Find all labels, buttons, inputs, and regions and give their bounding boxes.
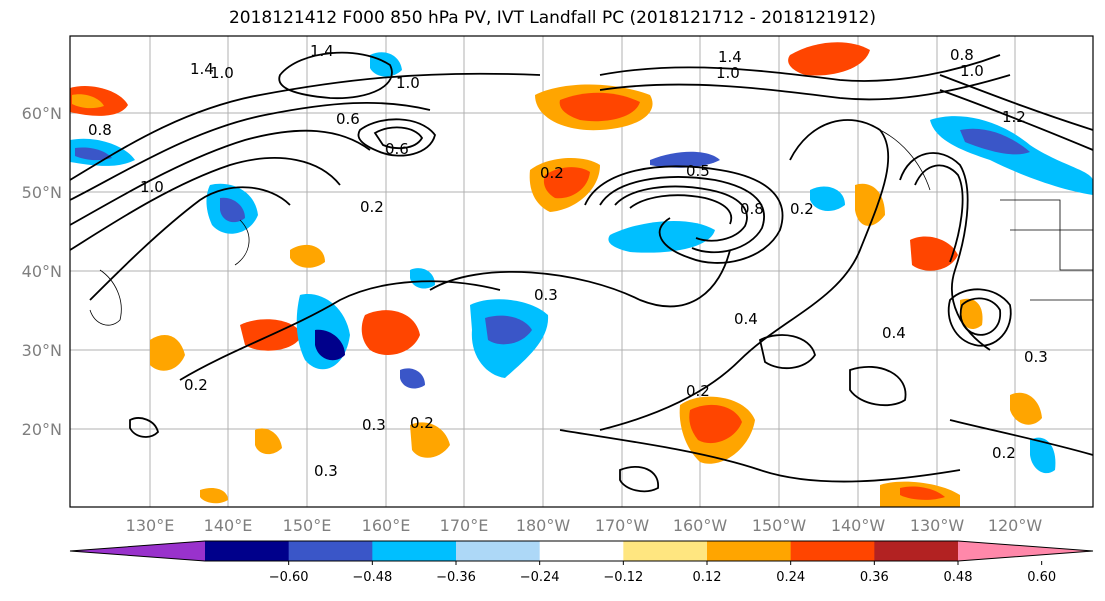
lon-label: 140°E <box>204 516 253 535</box>
contour-label: 1.4 <box>718 48 742 66</box>
colorbar: −0.60 −0.48 −0.36 −0.24 −0.12 0.12 0.24 0.36 0.4… <box>69 540 1094 585</box>
contour-label: 1.0 <box>210 64 234 82</box>
colorbar-tick-label: −0.24 <box>520 570 560 585</box>
contour-label: 1.4 <box>190 60 214 78</box>
colorbar-segment <box>456 541 541 561</box>
colorbar-extend-max <box>958 541 1093 561</box>
latitude-labels: 60°N 50°N 40°N 30°N 20°N <box>22 104 62 439</box>
contour-label: 0.8 <box>88 121 112 139</box>
lon-label: 130°E <box>126 516 175 535</box>
contour-label: 0.3 <box>314 462 338 480</box>
colorbar-tick-label: 0.24 <box>776 570 805 585</box>
contour-label: 0.2 <box>360 198 384 216</box>
contour-label: 1.0 <box>960 62 984 80</box>
colorbar-tick-label: 0.60 <box>1027 570 1056 585</box>
lat-label: 50°N <box>22 183 62 202</box>
lon-label: 150°E <box>283 516 332 535</box>
contour-label: 0.3 <box>1024 348 1048 366</box>
contour-label: 0.4 <box>882 324 906 342</box>
contour-label: 0.2 <box>686 382 710 400</box>
colorbar-segment <box>707 541 792 561</box>
coastlines <box>89 129 1093 326</box>
colorbar-segment <box>372 541 457 561</box>
contour-label: 0.8 <box>950 46 974 64</box>
lon-label: 180°W <box>516 516 571 535</box>
contour-label: 0.2 <box>410 414 434 432</box>
colorbar-segment <box>623 541 708 561</box>
contour-label: 1.2 <box>1002 108 1026 126</box>
colorbar-segment <box>205 541 290 561</box>
colorbar-outline <box>69 540 1094 562</box>
colorbar-segment <box>790 541 875 561</box>
contour-label: 1.4 <box>310 42 334 60</box>
contour-label: 0.6 <box>385 140 409 158</box>
contour-label: 0.3 <box>362 416 386 434</box>
colorbar-segment <box>288 541 373 561</box>
colorbar-tick-label: −0.12 <box>603 570 643 585</box>
contour-labels: 1.4 1.4 1.0 1.0 0.6 0.6 0.8 1.0 0.2 0.2 … <box>88 42 1048 480</box>
colorbar-tick-label: −0.48 <box>352 570 392 585</box>
colorbar-tick-label: 0.12 <box>693 570 722 585</box>
contour-label: 0.3 <box>534 286 558 304</box>
lon-label: 160°E <box>362 516 411 535</box>
lon-label: 170°E <box>440 516 489 535</box>
colorbar-tick-label: 0.36 <box>860 570 889 585</box>
colorbar-tick-label: −0.36 <box>436 570 476 585</box>
colorbar-tick-label: −0.60 <box>269 570 309 585</box>
contour-label: 0.2 <box>540 164 564 182</box>
colorbar-segment <box>539 541 624 561</box>
contour-label: 1.0 <box>716 64 740 82</box>
lat-label: 60°N <box>22 104 62 123</box>
lat-label: 30°N <box>22 341 62 360</box>
lon-label: 150°W <box>752 516 807 535</box>
lon-label: 140°W <box>831 516 886 535</box>
lon-label: 160°W <box>673 516 728 535</box>
contour-label: 0.2 <box>184 376 208 394</box>
map-area: 1.4 1.4 1.0 1.0 0.6 0.6 0.8 1.0 0.2 0.2 … <box>69 35 1094 508</box>
contour-label: 1.0 <box>140 178 164 196</box>
contour-label: 0.2 <box>790 200 814 218</box>
lon-label: 170°W <box>595 516 650 535</box>
contour-label: 0.2 <box>992 444 1016 462</box>
longitude-labels: 130°E 140°E 150°E 160°E 170°E 180°W 170°… <box>126 516 1043 535</box>
lat-label: 20°N <box>22 420 62 439</box>
contour-label: 0.5 <box>686 162 710 180</box>
contour-lines <box>69 51 1094 493</box>
contour-label: 1.0 <box>396 74 420 92</box>
map-title: 2018121412 F000 850 hPa PV, IVT Landfall… <box>228 8 876 28</box>
colorbar-extend-min <box>70 541 205 561</box>
colorbar-tick-label: 0.48 <box>944 570 973 585</box>
lon-label: 120°W <box>988 516 1043 535</box>
lat-label: 40°N <box>22 262 62 281</box>
contour-label: 0.4 <box>734 310 758 328</box>
contour-label: 0.6 <box>336 110 360 128</box>
map-frame <box>69 35 1094 508</box>
contour-label: 0.8 <box>740 200 764 218</box>
lon-label: 130°W <box>910 516 965 535</box>
colorbar-segment <box>874 541 959 561</box>
